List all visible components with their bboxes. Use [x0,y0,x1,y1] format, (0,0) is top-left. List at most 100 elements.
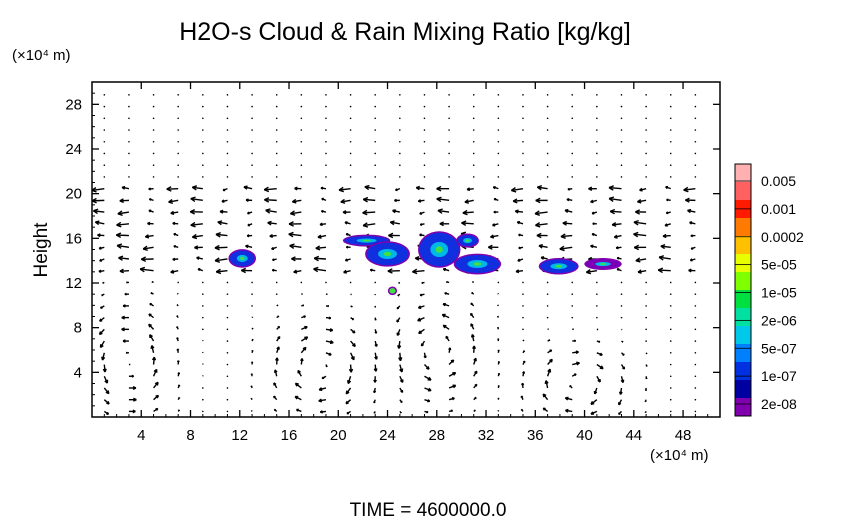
wind-vector [571,129,574,131]
wind-vector [596,352,603,356]
wind-vector [546,152,549,155]
wind-vector [620,364,626,370]
wind-vector [471,291,475,295]
wind-vector [325,364,328,368]
wind-vector [423,164,426,166]
colorbar-label: 0.001 [761,201,796,217]
wind-vector [226,129,229,131]
wind-vector [374,152,377,155]
wind-vector [669,176,672,178]
wind-vector [275,94,278,96]
wind-vector [470,323,475,330]
wind-vector [177,152,179,155]
cloud-patch [456,233,479,248]
wind-vector [226,164,229,166]
wind-vector [226,293,229,295]
wind-vector [300,281,303,284]
wind-vector [616,256,622,260]
wind-vector [202,398,204,401]
wind-vector [423,94,426,96]
wind-vector [118,255,130,261]
wind-vector [658,255,671,261]
wind-vector [398,281,401,284]
wind-vector [202,117,204,120]
wind-vector [591,232,598,237]
wind-vector [620,281,623,284]
wind-vector [448,129,450,131]
colorbar-label: 5e-07 [761,340,797,356]
wind-vector [226,340,229,342]
wind-vector [571,373,577,377]
colorbar-swatch [735,272,751,291]
wind-vector [399,105,401,108]
wind-vector [243,185,253,190]
wind-vector [349,129,352,131]
cloud-patch [418,231,461,268]
wind-vector [572,350,579,355]
wind-vector [423,364,430,370]
wind-vector [103,94,106,96]
wind-vector [593,387,598,395]
wind-vector [669,105,672,108]
wind-vector [177,396,181,401]
wind-vector [345,245,351,249]
y-tick-label: 4 [74,364,82,381]
wind-vector [694,94,697,96]
wind-vector [152,368,158,377]
wind-vector [689,221,696,225]
colorbar-swatch [735,290,751,309]
wind-vector [389,220,400,226]
wind-vector [300,358,304,365]
wind-vector [101,293,105,297]
wind-vector [472,345,476,353]
wind-vector [126,281,129,284]
wind-vector [497,281,500,284]
wind-vector [644,387,648,392]
wind-vector [694,293,697,295]
wind-vector [139,266,154,273]
wind-vector [611,222,622,227]
wind-vector [497,361,501,365]
wind-vector [374,176,377,178]
wind-vector [177,176,179,178]
y-tick-label: 8 [74,320,82,337]
wind-vector [637,269,647,274]
wind-vector [343,269,351,274]
wind-vector [424,387,432,392]
wind-vector [618,387,623,395]
wind-vector [226,410,229,413]
wind-vector [522,105,524,108]
wind-vector [493,197,499,202]
wind-vector [116,243,130,249]
wind-vector [273,408,278,412]
wind-vector [226,328,229,331]
wind-vector [620,129,623,131]
cloud-patch [228,249,257,268]
wind-vector [103,140,106,143]
wind-vector [394,187,401,192]
wind-vector [497,304,499,307]
wind-vector [522,350,526,354]
wind-vector [226,281,229,284]
wind-vector [177,140,179,143]
wind-vector [202,305,204,307]
wind-vector [128,94,130,96]
colorbar-label: 2e-08 [761,396,797,412]
colorbar-swatch [735,326,751,345]
wind-vector [399,410,402,414]
wind-vector [251,129,253,131]
wind-vector [417,305,425,309]
wind-vector [497,94,500,96]
wind-vector [690,234,696,238]
wind-vector [620,316,623,319]
wind-vector [345,233,351,237]
wind-vector [694,410,697,413]
wind-vector [151,281,154,284]
wind-vector [128,129,130,131]
wind-vector [176,292,179,295]
wind-vector [320,186,327,190]
wind-vector [448,347,452,353]
wind-vector [497,117,500,120]
wind-vector [487,244,499,250]
wind-vector [497,129,500,131]
